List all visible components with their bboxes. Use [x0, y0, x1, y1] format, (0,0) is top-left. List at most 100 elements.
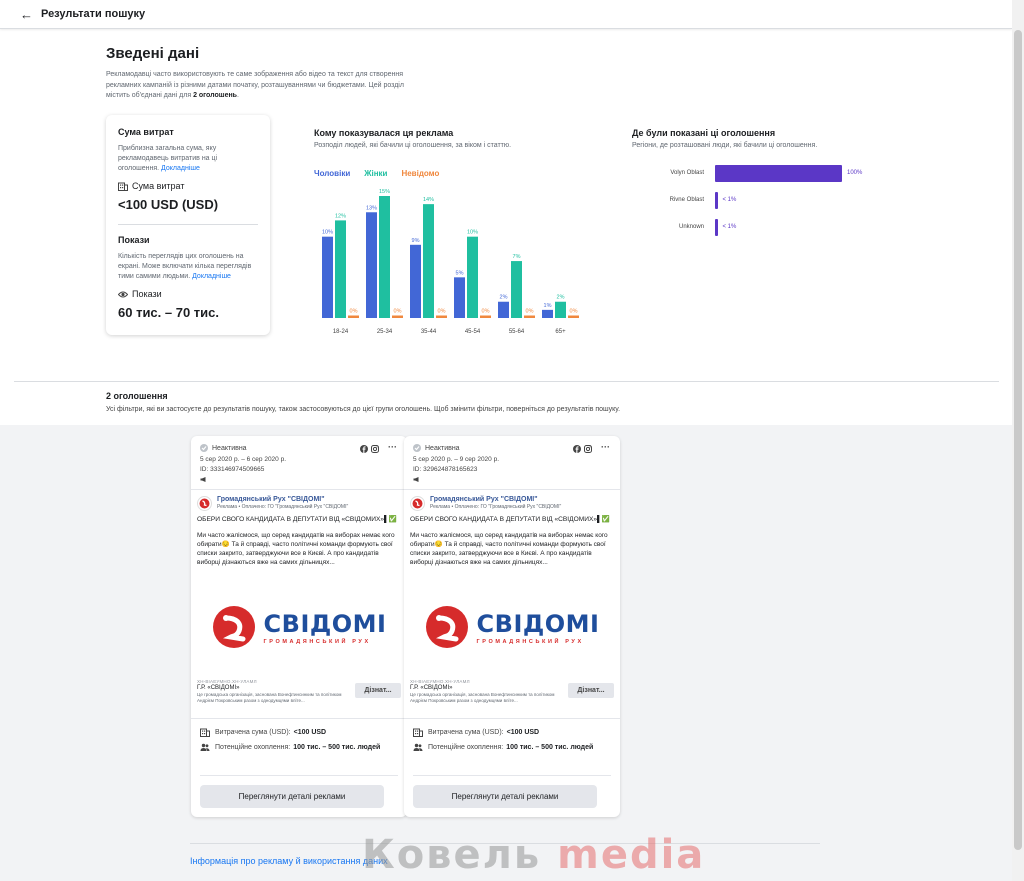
ad-body-text: Ми часто жалісмося, що серед кандидатів …	[410, 532, 608, 566]
legend-men[interactable]: Чоловіки	[314, 169, 351, 178]
demographics-section: Кому показувалася ця реклама Розподіл лю…	[314, 128, 594, 335]
data-label: 10%	[322, 230, 333, 236]
page-name-link[interactable]: Громадянський Рух "СВІДОМІ"	[217, 496, 325, 503]
ad-creative-image[interactable]: СВІДОМІ ГРОМАДЯНСЬКИЙ РУХ	[404, 577, 620, 677]
card-footer-divider	[413, 775, 611, 776]
x-tick-label: 35-44	[421, 329, 437, 335]
region-bar	[715, 219, 718, 236]
demographics-legend: Чоловіки Жінки Невідомо	[314, 169, 594, 178]
scrollbar-thumb[interactable]	[1014, 30, 1022, 850]
ad-stats: Витрачена сума (USD): <100 USD Потенційне…	[404, 718, 620, 752]
impressions-heading: Покази	[118, 235, 150, 245]
bar-men-55-64[interactable]	[498, 301, 509, 318]
bar-women-25-34[interactable]	[379, 196, 390, 318]
ads-section-title: 2 оголошення	[106, 391, 168, 401]
regions-section: Де були показані ці оголошення Регіони, …	[632, 128, 892, 236]
scrollbar[interactable]	[1012, 0, 1024, 881]
bar-women-55-64[interactable]	[511, 261, 522, 318]
data-label: 0%	[438, 309, 446, 315]
ad-data-info-link[interactable]: Інформація про рекламу й використання да…	[190, 856, 388, 866]
summary-description: Рекламодавці часто використовують те сам…	[106, 71, 404, 99]
ad-cta-area: ХН-ВІАЕУМНО.ХН-УЛАМЛ Г.Р. «СВІДОМІ» Це г…	[191, 677, 407, 713]
bar-unknown-45-54[interactable]	[480, 315, 491, 319]
data-label: 7%	[513, 254, 521, 260]
ad-card: Неактивна 5 сер 2020 р. – 6 сер 2020 р. …	[191, 436, 407, 817]
more-options-icon[interactable]: ···	[601, 442, 610, 452]
view-ad-details-button[interactable]: Переглянути деталі реклами	[413, 785, 597, 808]
ad-stats: Витрачена сума (USD): <100 USD Потенційне…	[191, 718, 407, 752]
instagram-icon	[584, 445, 592, 453]
bar-men-25-34[interactable]	[366, 212, 377, 318]
page-avatar[interactable]	[410, 496, 425, 511]
back-arrow-icon[interactable]: ←	[20, 6, 33, 22]
bar-women-35-44[interactable]	[423, 204, 434, 318]
footer-divider	[190, 843, 820, 844]
bar-women-65+[interactable]	[555, 301, 566, 318]
data-label: 10%	[467, 230, 478, 236]
demographics-heading: Кому показувалася ця реклама	[314, 128, 454, 138]
ad-url: ХН-ВІАЕУМНО.ХН-УЛАМЛ	[410, 679, 470, 684]
ad-creative-image[interactable]: СВІДОМІ ГРОМАДЯНСЬКИЙ РУХ	[191, 577, 407, 677]
more-options-icon[interactable]: ···	[388, 442, 397, 452]
bar-unknown-25-34[interactable]	[392, 315, 403, 319]
spend-learn-more-link[interactable]: Докладніше	[161, 165, 200, 172]
facebook-icon	[573, 445, 581, 453]
people-icon	[413, 743, 423, 751]
building-icon	[200, 728, 210, 737]
page-title: Результати пошуку	[41, 8, 146, 20]
demographics-bar-chart: 10% 12% 0% 18-24 13% 15% 0% 25-34 9% 14% 0% 35-44 5%…	[322, 189, 579, 335]
ad-link-title: Г.Р. «СВІДОМІ»	[410, 685, 453, 691]
ad-card-header: Неактивна 5 сер 2020 р. – 9 сер 2020 р. …	[404, 436, 620, 490]
impressions-label-row: Покази	[118, 289, 258, 299]
impressions-learn-more-link[interactable]: Докладніше	[192, 273, 231, 280]
bar-unknown-65+[interactable]	[568, 315, 579, 319]
card-divider	[118, 224, 258, 225]
learn-more-button[interactable]: Дізнат...	[568, 683, 614, 698]
bar-unknown-55-64[interactable]	[524, 315, 535, 319]
learn-more-button[interactable]: Дізнат...	[355, 683, 401, 698]
bar-men-65+[interactable]	[542, 309, 553, 318]
people-icon	[200, 743, 210, 751]
bar-unknown-18-24[interactable]	[348, 315, 359, 319]
spend-impressions-card: Сума витрат Приблизна загальна сума, яку…	[106, 115, 270, 335]
facebook-icon	[360, 445, 368, 453]
ad-headline-text: ОБЕРИ СВОГО КАНДИДАТА В ДЕПУТАТИ ВІД «СВ…	[197, 516, 397, 523]
bar-unknown-35-44[interactable]	[436, 315, 447, 319]
region-label: Volyn Oblast	[670, 170, 704, 176]
view-ad-details-button[interactable]: Переглянути деталі реклами	[200, 785, 384, 808]
region-label: Rivne Oblast	[669, 197, 704, 203]
bar-men-18-24[interactable]	[322, 236, 333, 318]
demographics-subtitle: Розподіл людей, які бачили ці оголошення…	[314, 142, 512, 149]
card-footer-divider	[200, 775, 398, 776]
bar-women-45-54[interactable]	[467, 236, 478, 318]
spend-description: Приблизна загальна сума, яку рекламодаве…	[118, 145, 218, 172]
bar-men-35-44[interactable]	[410, 244, 421, 318]
ad-dates: 5 сер 2020 р. – 6 сер 2020 р.	[200, 456, 287, 463]
svidomi-logo-icon	[425, 606, 468, 648]
data-label: 2%	[557, 295, 565, 301]
inactive-check-icon	[413, 444, 421, 452]
spend-label-row: Сума витрат	[118, 181, 258, 191]
region-row[interactable]: Volyn Oblast 100%	[632, 165, 892, 183]
data-label: 0%	[350, 309, 358, 315]
data-label: 9%	[412, 238, 420, 244]
bar-women-18-24[interactable]	[335, 220, 346, 318]
page-avatar[interactable]	[197, 496, 212, 511]
data-label: 0%	[570, 309, 578, 315]
ad-card: Неактивна 5 сер 2020 р. – 9 сер 2020 р. …	[404, 436, 620, 817]
x-tick-label: 55-64	[509, 329, 525, 335]
legend-unknown[interactable]: Невідомо	[401, 169, 440, 178]
region-row[interactable]: Unknown < 1%	[632, 219, 892, 237]
regions-subtitle: Регіони, де розташовані люди, які бачили…	[632, 142, 818, 149]
data-label: 13%	[366, 205, 377, 211]
ad-status: Неактивна	[200, 444, 398, 452]
region-row[interactable]: Rivne Oblast < 1%	[632, 192, 892, 210]
platform-icons	[360, 445, 379, 453]
page-name-link[interactable]: Громадянський Рух "СВІДОМІ"	[430, 496, 538, 503]
legend-women[interactable]: Жінки	[364, 169, 388, 178]
watermark: Ковель media	[362, 832, 706, 878]
spend-label: Сума витрат	[132, 181, 185, 191]
ad-reach-row: Потенційне охоплення: 100 тис. – 500 тис.…	[200, 743, 407, 752]
platform-icons	[573, 445, 592, 453]
bar-men-45-54[interactable]	[454, 277, 465, 318]
